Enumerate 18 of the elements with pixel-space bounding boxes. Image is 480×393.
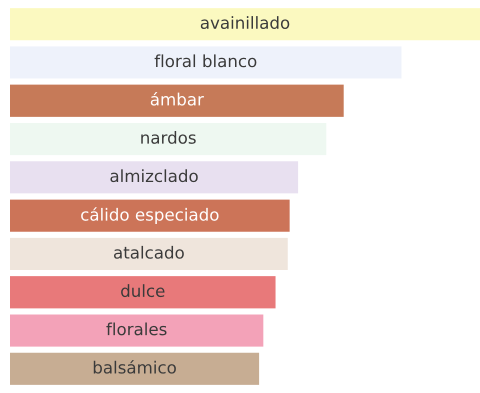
y-tick-label: ámbar	[150, 92, 204, 106]
y-tick-label: nardos	[141, 130, 196, 144]
bar	[10, 84, 344, 117]
bar	[10, 200, 290, 232]
y-tick-label: florales	[106, 322, 167, 336]
bar	[10, 276, 276, 308]
bar	[10, 161, 298, 194]
y-tick-label: atalcado	[114, 246, 184, 259]
y-tick-label: floral blanco	[154, 54, 256, 68]
y-tick-label: balsámico	[94, 360, 176, 374]
y-tick-label: dulce	[121, 284, 164, 298]
y-tick-label: avainillado	[200, 16, 290, 29]
y-tick-label: cálido especiado	[81, 207, 219, 224]
bar	[10, 314, 264, 347]
bar	[10, 238, 288, 270]
bar	[10, 8, 480, 40]
bar	[10, 352, 260, 385]
y-tick-label: almizclado	[110, 169, 198, 182]
